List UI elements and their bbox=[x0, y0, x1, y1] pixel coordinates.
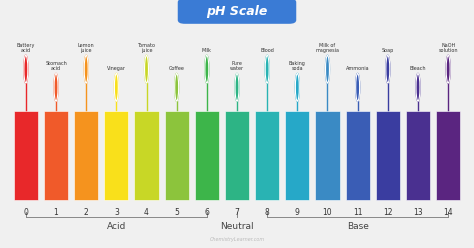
Text: Neutral: Neutral bbox=[220, 222, 254, 231]
Text: Milk of
magnesia: Milk of magnesia bbox=[316, 43, 339, 53]
Text: 12: 12 bbox=[383, 208, 392, 217]
Text: Stomach
acid: Stomach acid bbox=[45, 61, 67, 71]
Bar bbox=[436, 111, 460, 200]
Circle shape bbox=[145, 55, 148, 83]
Circle shape bbox=[114, 73, 118, 101]
Circle shape bbox=[446, 55, 450, 83]
Circle shape bbox=[356, 73, 360, 101]
Bar bbox=[74, 111, 98, 200]
Circle shape bbox=[326, 55, 329, 83]
Text: Bleach: Bleach bbox=[410, 66, 426, 71]
Text: 11: 11 bbox=[353, 208, 363, 217]
Circle shape bbox=[84, 55, 88, 83]
Text: Milk: Milk bbox=[202, 48, 212, 53]
Circle shape bbox=[295, 73, 299, 101]
Text: Soap: Soap bbox=[382, 48, 394, 53]
Text: 8: 8 bbox=[265, 208, 270, 217]
Circle shape bbox=[416, 73, 420, 101]
Bar bbox=[346, 111, 370, 200]
Text: 10: 10 bbox=[323, 208, 332, 217]
Circle shape bbox=[24, 55, 28, 83]
Text: pH Scale: pH Scale bbox=[206, 5, 268, 18]
Text: 3: 3 bbox=[114, 208, 119, 217]
Text: 0: 0 bbox=[23, 208, 28, 217]
Text: 6: 6 bbox=[204, 208, 210, 217]
Circle shape bbox=[386, 55, 390, 83]
Bar bbox=[255, 111, 279, 200]
Circle shape bbox=[205, 55, 209, 83]
Bar bbox=[195, 111, 219, 200]
Bar bbox=[44, 111, 68, 200]
Text: NaOH
solution: NaOH solution bbox=[438, 43, 458, 53]
Text: Blood: Blood bbox=[260, 48, 274, 53]
Text: Coffee: Coffee bbox=[169, 66, 184, 71]
Circle shape bbox=[175, 73, 179, 101]
Bar bbox=[376, 111, 400, 200]
Bar bbox=[135, 111, 159, 200]
Bar bbox=[285, 111, 310, 200]
Bar bbox=[225, 111, 249, 200]
Text: Vinegar: Vinegar bbox=[107, 66, 126, 71]
Bar bbox=[164, 111, 189, 200]
Text: 14: 14 bbox=[443, 208, 453, 217]
Circle shape bbox=[235, 73, 239, 101]
Text: 1: 1 bbox=[54, 208, 58, 217]
Text: Acid: Acid bbox=[107, 222, 126, 231]
Bar bbox=[315, 111, 339, 200]
Circle shape bbox=[265, 55, 269, 83]
Text: Lemon
juice: Lemon juice bbox=[78, 43, 94, 53]
Bar bbox=[406, 111, 430, 200]
Text: Ammonia: Ammonia bbox=[346, 66, 369, 71]
Text: 9: 9 bbox=[295, 208, 300, 217]
Text: 2: 2 bbox=[84, 208, 89, 217]
Text: ChemistryLearner.com: ChemistryLearner.com bbox=[210, 237, 264, 242]
Text: Base: Base bbox=[346, 222, 369, 231]
Bar bbox=[14, 111, 38, 200]
Text: Battery
acid: Battery acid bbox=[17, 43, 35, 53]
Bar bbox=[104, 111, 128, 200]
Text: 5: 5 bbox=[174, 208, 179, 217]
Text: 7: 7 bbox=[235, 208, 239, 217]
Circle shape bbox=[54, 73, 58, 101]
Text: Baking
soda: Baking soda bbox=[289, 61, 306, 71]
Text: Tomato
juice: Tomato juice bbox=[137, 43, 155, 53]
Text: 13: 13 bbox=[413, 208, 423, 217]
Text: Pure
water: Pure water bbox=[230, 61, 244, 71]
Text: 4: 4 bbox=[144, 208, 149, 217]
